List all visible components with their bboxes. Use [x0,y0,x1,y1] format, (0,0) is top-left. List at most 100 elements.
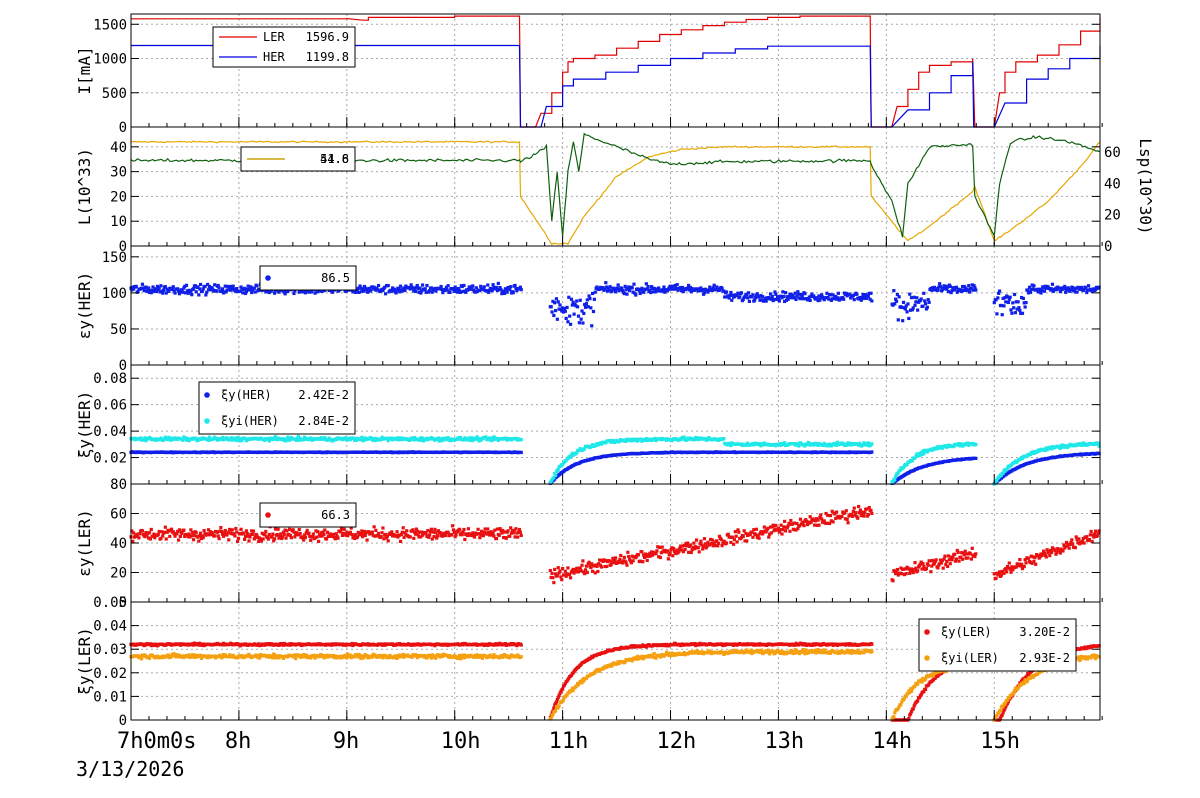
data-point [488,532,493,537]
data-point [341,531,345,536]
data-point [920,452,924,457]
data-point [413,532,418,536]
data-point [476,437,480,441]
data-point [796,527,800,531]
data-point [409,283,413,287]
data-point [672,546,676,551]
data-point [696,546,700,550]
data-point [690,286,694,291]
data-point [309,436,313,440]
data-point [478,536,482,540]
data-point [365,538,369,542]
data-point [478,437,482,441]
data-point [637,288,641,293]
data-point [553,472,557,476]
data-point [915,452,919,456]
data-point [1058,551,1062,555]
data-point [553,309,558,313]
data-point [608,438,612,443]
data-point [583,568,588,572]
data-point [777,299,781,303]
data-point [1020,311,1025,315]
data-point [960,444,965,448]
data-point [557,693,561,698]
data-point [440,436,444,440]
data-point [924,566,929,570]
data-point [970,283,974,287]
data-point [1004,567,1008,571]
data-point [519,438,523,442]
data-point [436,436,441,440]
data-point [334,532,338,536]
data-point [699,286,703,290]
data-point [589,565,593,570]
data-point [191,287,196,291]
data-point [367,530,371,534]
data-point [866,441,870,445]
data-point [851,294,855,298]
data-point [894,297,898,301]
data-point [689,290,693,294]
data-point [673,283,678,288]
data-point [399,532,404,536]
data-point [395,530,399,534]
data-point [311,532,315,536]
data-point [1044,446,1048,450]
data-point [775,297,779,301]
data-point [169,527,174,531]
data-point [398,290,402,294]
data-point [151,534,155,538]
data-point [286,435,290,439]
data-point [418,286,422,290]
data-point [227,285,231,289]
data-point [934,558,938,562]
data-point [835,510,839,514]
data-point [687,288,692,292]
data-point [439,439,443,443]
data-point [137,536,141,540]
data-point [505,290,509,294]
data-point [490,436,494,440]
data-point [140,282,145,286]
data-point [997,570,1002,574]
data-point [250,532,255,536]
data-point [1031,450,1035,454]
data-point [235,287,239,291]
data-point [424,290,428,294]
data-point [295,436,300,440]
data-point [796,290,800,294]
data-point [385,534,389,538]
data-point [817,294,821,298]
data-point [272,537,277,541]
data-point [1028,290,1033,294]
data-point [229,436,234,440]
data-point [495,437,500,441]
data-point [691,545,695,549]
data-point [457,286,461,291]
data-point [1067,546,1071,550]
data-point [568,572,572,576]
data-point [743,539,747,543]
data-point [938,562,942,566]
data-point [641,560,645,564]
data-point [144,530,148,535]
data-point [440,532,444,537]
data-point [681,550,685,554]
data-point [960,551,964,555]
data-point [568,314,572,318]
data-point [739,535,744,540]
data-point [1019,562,1024,566]
data-point [606,286,611,290]
data-point [905,462,909,467]
data-point [444,285,448,289]
data-point [485,532,489,536]
data-point [653,436,657,441]
data-point [946,290,951,294]
data-point [758,442,762,446]
data-point [154,289,159,294]
data-point [1032,451,1036,456]
data-point [419,291,423,295]
data-point [259,539,263,543]
data-point [301,536,305,540]
data-point [302,289,306,293]
